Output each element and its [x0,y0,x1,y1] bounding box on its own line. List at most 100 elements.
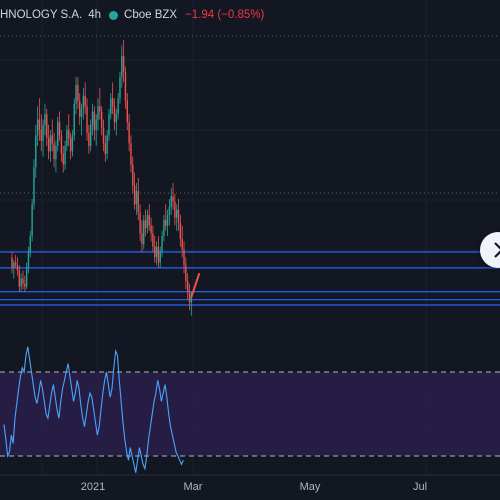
candle-body [130,143,132,165]
candles [11,40,193,316]
candle-body [64,146,66,165]
candle-body [69,138,72,152]
candle-body [71,135,74,152]
candle-body [62,153,64,165]
interval[interactable]: 4h [88,9,102,21]
candle-body [161,236,163,252]
candle-body [75,85,77,104]
candle-body [55,146,57,160]
candle-body [11,257,13,268]
candle-body [190,294,193,303]
symbol-name[interactable]: HNOLOGY S.A. [0,9,83,21]
candle-body [25,267,28,287]
candle-body [91,111,94,125]
candle-body [185,265,187,282]
candle-body [33,167,35,205]
candle-body [144,220,147,229]
candle-body [141,233,143,245]
candle-body [168,206,171,215]
candle-body [22,278,24,284]
candle-body [49,135,52,152]
candle-body [38,119,41,131]
market-status-dot [109,10,119,20]
candle-body [117,98,119,115]
time-axis: 2021 Mar May Jul [0,474,500,493]
candle-body [128,122,130,144]
candle-body [24,283,26,287]
candle-body [163,220,165,237]
candle-body [53,143,55,160]
candle-body [119,77,121,99]
candle-body [18,270,21,287]
candle-body [27,252,30,268]
scroll-to-realtime-button[interactable] [480,232,500,268]
candle-body [20,278,22,287]
drawing-line [190,272,201,298]
candle-body [159,252,161,263]
candle-body [122,55,125,72]
candle-body [14,262,17,266]
candle-body [100,111,103,128]
candle-body [179,222,182,239]
candle-body [148,214,150,226]
candle-body [150,225,152,234]
candle-body [135,191,138,205]
candle-body [133,185,136,205]
candle-body [60,135,63,154]
candle-body [93,111,96,131]
chevron-right-icon [494,242,500,258]
candle-body [86,106,88,133]
candle-body [146,214,149,229]
candle-body [84,95,86,107]
candle-body [177,209,180,223]
candle-body [111,98,114,107]
candle-body [35,135,37,168]
candle-body [77,85,79,101]
candle-body [51,135,53,144]
candle-body [29,236,31,252]
candle-body [40,130,42,141]
candle-body [165,220,167,226]
candle-body [57,122,59,146]
candle-body [42,124,44,141]
time-axis-label: Mar [184,481,203,493]
candle-body [16,265,19,271]
candle-body [139,212,141,234]
candle-body [89,124,92,146]
candle-body [172,196,174,202]
candle-body [176,209,178,218]
candle-body [44,114,46,125]
candle-body [31,204,33,237]
candle-body [104,143,107,154]
candle-body [46,114,48,139]
candle-body [110,98,112,115]
candle-body [155,246,158,258]
candle-body [99,106,101,112]
candle-body [80,108,83,117]
candle-body [181,238,183,250]
candle-body [166,214,169,226]
candle-body [143,220,145,245]
candle-body [97,106,99,120]
time-axis-label: 2021 [81,481,105,493]
time-axis-label: May [300,481,321,493]
candle-body [113,106,116,123]
exchange: Cboe BZX [124,9,178,21]
rsi-band [0,372,500,456]
candle-body [188,291,191,303]
candle-body [157,246,160,263]
candle-body [183,249,185,266]
candle-body [66,130,68,146]
horizontal-levels [0,251,500,306]
candle-body [115,114,118,123]
candle-body [102,127,105,144]
candle-body [126,100,128,123]
price-change: −1.94 (−0.85%) [185,9,265,21]
candle-body [170,196,172,207]
candle-body [174,201,176,218]
candle-body [82,95,85,109]
candle-body [121,55,123,78]
candle-body [13,262,15,268]
candle-body [108,114,110,136]
